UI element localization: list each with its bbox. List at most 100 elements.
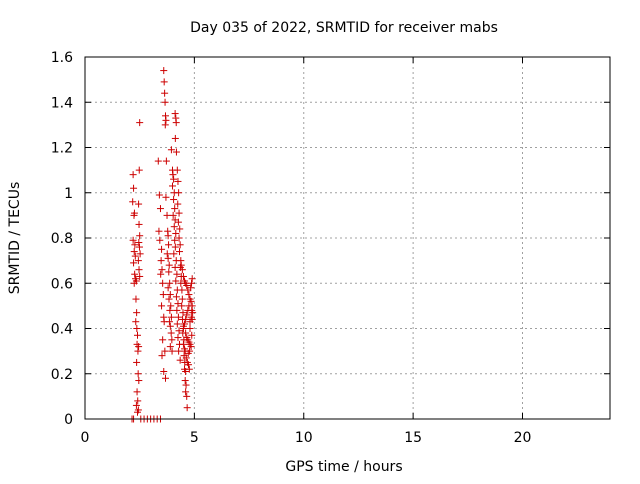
data-point bbox=[172, 148, 180, 156]
plot-frame bbox=[84, 56, 611, 420]
data-point bbox=[176, 248, 183, 256]
data-point bbox=[170, 250, 178, 258]
data-point bbox=[173, 166, 181, 174]
data-point bbox=[182, 354, 190, 362]
data-point bbox=[185, 365, 193, 373]
y-tick-label: 1.2 bbox=[51, 141, 73, 157]
data-point bbox=[187, 343, 195, 351]
data-point bbox=[160, 78, 168, 86]
data-point bbox=[135, 343, 143, 351]
data-point bbox=[166, 291, 174, 299]
data-point bbox=[164, 254, 172, 262]
x-tick-label: 5 bbox=[190, 430, 199, 446]
data-point bbox=[134, 397, 142, 405]
data-point bbox=[181, 377, 189, 385]
data-point bbox=[166, 343, 174, 351]
y-tick-label: 0.4 bbox=[51, 322, 73, 338]
data-point bbox=[161, 98, 169, 106]
data-point bbox=[168, 336, 176, 344]
data-point bbox=[161, 89, 169, 97]
data-point bbox=[167, 329, 175, 337]
data-point bbox=[164, 284, 172, 292]
data-point bbox=[184, 361, 192, 369]
data-point bbox=[188, 331, 196, 339]
x-axis-label: GPS time / hours bbox=[285, 459, 402, 475]
data-point bbox=[154, 157, 162, 165]
data-point bbox=[130, 209, 138, 217]
data-point bbox=[169, 211, 177, 219]
data-point bbox=[156, 205, 164, 213]
data-point bbox=[170, 196, 178, 204]
data-point bbox=[187, 297, 195, 305]
data-point bbox=[171, 236, 179, 244]
data-point bbox=[136, 250, 144, 258]
data-point bbox=[136, 119, 144, 127]
data-point bbox=[164, 232, 172, 240]
data-point bbox=[136, 232, 144, 240]
data-point bbox=[188, 279, 196, 287]
x-tick-label: 20 bbox=[514, 430, 532, 446]
data-point bbox=[167, 302, 175, 310]
data-point bbox=[135, 200, 143, 208]
data-point bbox=[134, 347, 142, 355]
y-axis-label: SRMTID / TECUs bbox=[7, 182, 23, 295]
data-point bbox=[159, 279, 167, 287]
data-point bbox=[173, 320, 181, 328]
data-point bbox=[167, 313, 175, 321]
data-point bbox=[179, 309, 187, 317]
data-point bbox=[178, 286, 186, 294]
data-points bbox=[128, 67, 197, 423]
data-point bbox=[156, 236, 164, 244]
data-point bbox=[182, 381, 190, 389]
data-point bbox=[158, 266, 166, 274]
data-point bbox=[135, 377, 143, 385]
data-point bbox=[135, 266, 143, 274]
data-point bbox=[162, 157, 170, 165]
data-point bbox=[133, 358, 141, 366]
data-point bbox=[171, 243, 179, 251]
data-point bbox=[176, 225, 184, 233]
data-point bbox=[183, 404, 191, 412]
data-point bbox=[170, 175, 178, 183]
data-point bbox=[134, 257, 142, 265]
data-point bbox=[132, 318, 140, 326]
data-point bbox=[173, 306, 181, 314]
data-point bbox=[166, 322, 174, 330]
data-point bbox=[157, 270, 165, 278]
x-tick-label: 0 bbox=[81, 430, 90, 446]
data-point bbox=[189, 309, 197, 317]
data-point bbox=[158, 352, 166, 360]
data-point bbox=[171, 205, 179, 213]
data-point bbox=[174, 313, 182, 321]
data-point bbox=[130, 184, 138, 192]
data-point bbox=[183, 311, 191, 319]
y-tick-label: 1 bbox=[64, 186, 73, 202]
data-point bbox=[182, 388, 190, 396]
data-point bbox=[159, 291, 167, 299]
data-point bbox=[172, 277, 180, 285]
data-point bbox=[160, 67, 168, 75]
data-point bbox=[133, 388, 141, 396]
data-point bbox=[182, 329, 190, 337]
data-point bbox=[187, 284, 195, 292]
chart-title: Day 035 of 2022, SRMTID for receiver mab… bbox=[190, 20, 498, 36]
data-point bbox=[162, 193, 170, 201]
data-point bbox=[165, 268, 173, 276]
data-point bbox=[135, 220, 143, 228]
data-point bbox=[129, 198, 137, 206]
y-tick-label: 0 bbox=[64, 412, 73, 428]
data-point bbox=[183, 392, 191, 400]
data-point bbox=[186, 325, 194, 332]
data-point bbox=[174, 218, 182, 226]
data-point bbox=[179, 340, 187, 348]
data-point bbox=[167, 146, 175, 154]
data-point bbox=[131, 241, 139, 249]
data-point bbox=[177, 261, 185, 269]
data-point bbox=[183, 282, 191, 290]
data-point bbox=[135, 243, 143, 251]
data-point bbox=[155, 227, 163, 235]
data-point bbox=[169, 171, 177, 179]
data-point bbox=[163, 250, 171, 258]
data-point bbox=[163, 211, 171, 219]
data-point bbox=[174, 334, 182, 342]
